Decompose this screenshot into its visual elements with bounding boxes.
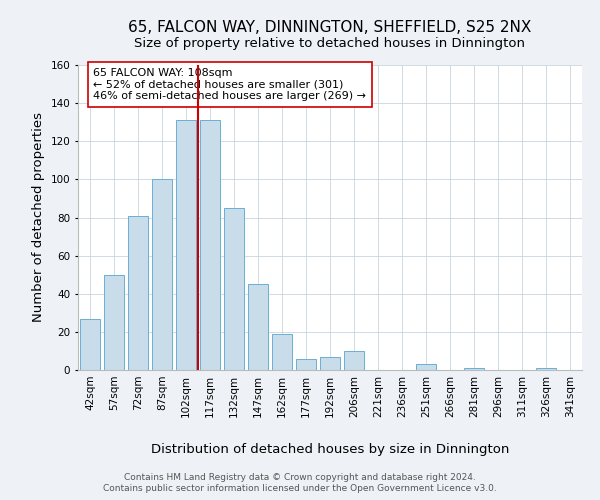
Bar bbox=[104, 274, 124, 370]
Bar bbox=[80, 318, 100, 370]
Bar bbox=[536, 368, 556, 370]
Bar bbox=[176, 120, 196, 370]
Text: 65, FALCON WAY, DINNINGTON, SHEFFIELD, S25 2NX: 65, FALCON WAY, DINNINGTON, SHEFFIELD, S… bbox=[128, 20, 532, 35]
Bar bbox=[416, 364, 436, 370]
Bar bbox=[248, 284, 268, 370]
Text: 65 FALCON WAY: 108sqm
← 52% of detached houses are smaller (301)
46% of semi-det: 65 FALCON WAY: 108sqm ← 52% of detached … bbox=[93, 68, 366, 101]
Y-axis label: Number of detached properties: Number of detached properties bbox=[32, 112, 45, 322]
Bar bbox=[128, 216, 148, 370]
Bar bbox=[344, 351, 364, 370]
Text: Contains public sector information licensed under the Open Government Licence v3: Contains public sector information licen… bbox=[103, 484, 497, 493]
Text: Distribution of detached houses by size in Dinnington: Distribution of detached houses by size … bbox=[151, 442, 509, 456]
Bar bbox=[200, 120, 220, 370]
Bar bbox=[320, 356, 340, 370]
Bar bbox=[464, 368, 484, 370]
Text: Size of property relative to detached houses in Dinnington: Size of property relative to detached ho… bbox=[134, 38, 526, 51]
Bar bbox=[272, 334, 292, 370]
Bar bbox=[224, 208, 244, 370]
Bar bbox=[152, 180, 172, 370]
Bar bbox=[296, 358, 316, 370]
Text: Contains HM Land Registry data © Crown copyright and database right 2024.: Contains HM Land Registry data © Crown c… bbox=[124, 472, 476, 482]
